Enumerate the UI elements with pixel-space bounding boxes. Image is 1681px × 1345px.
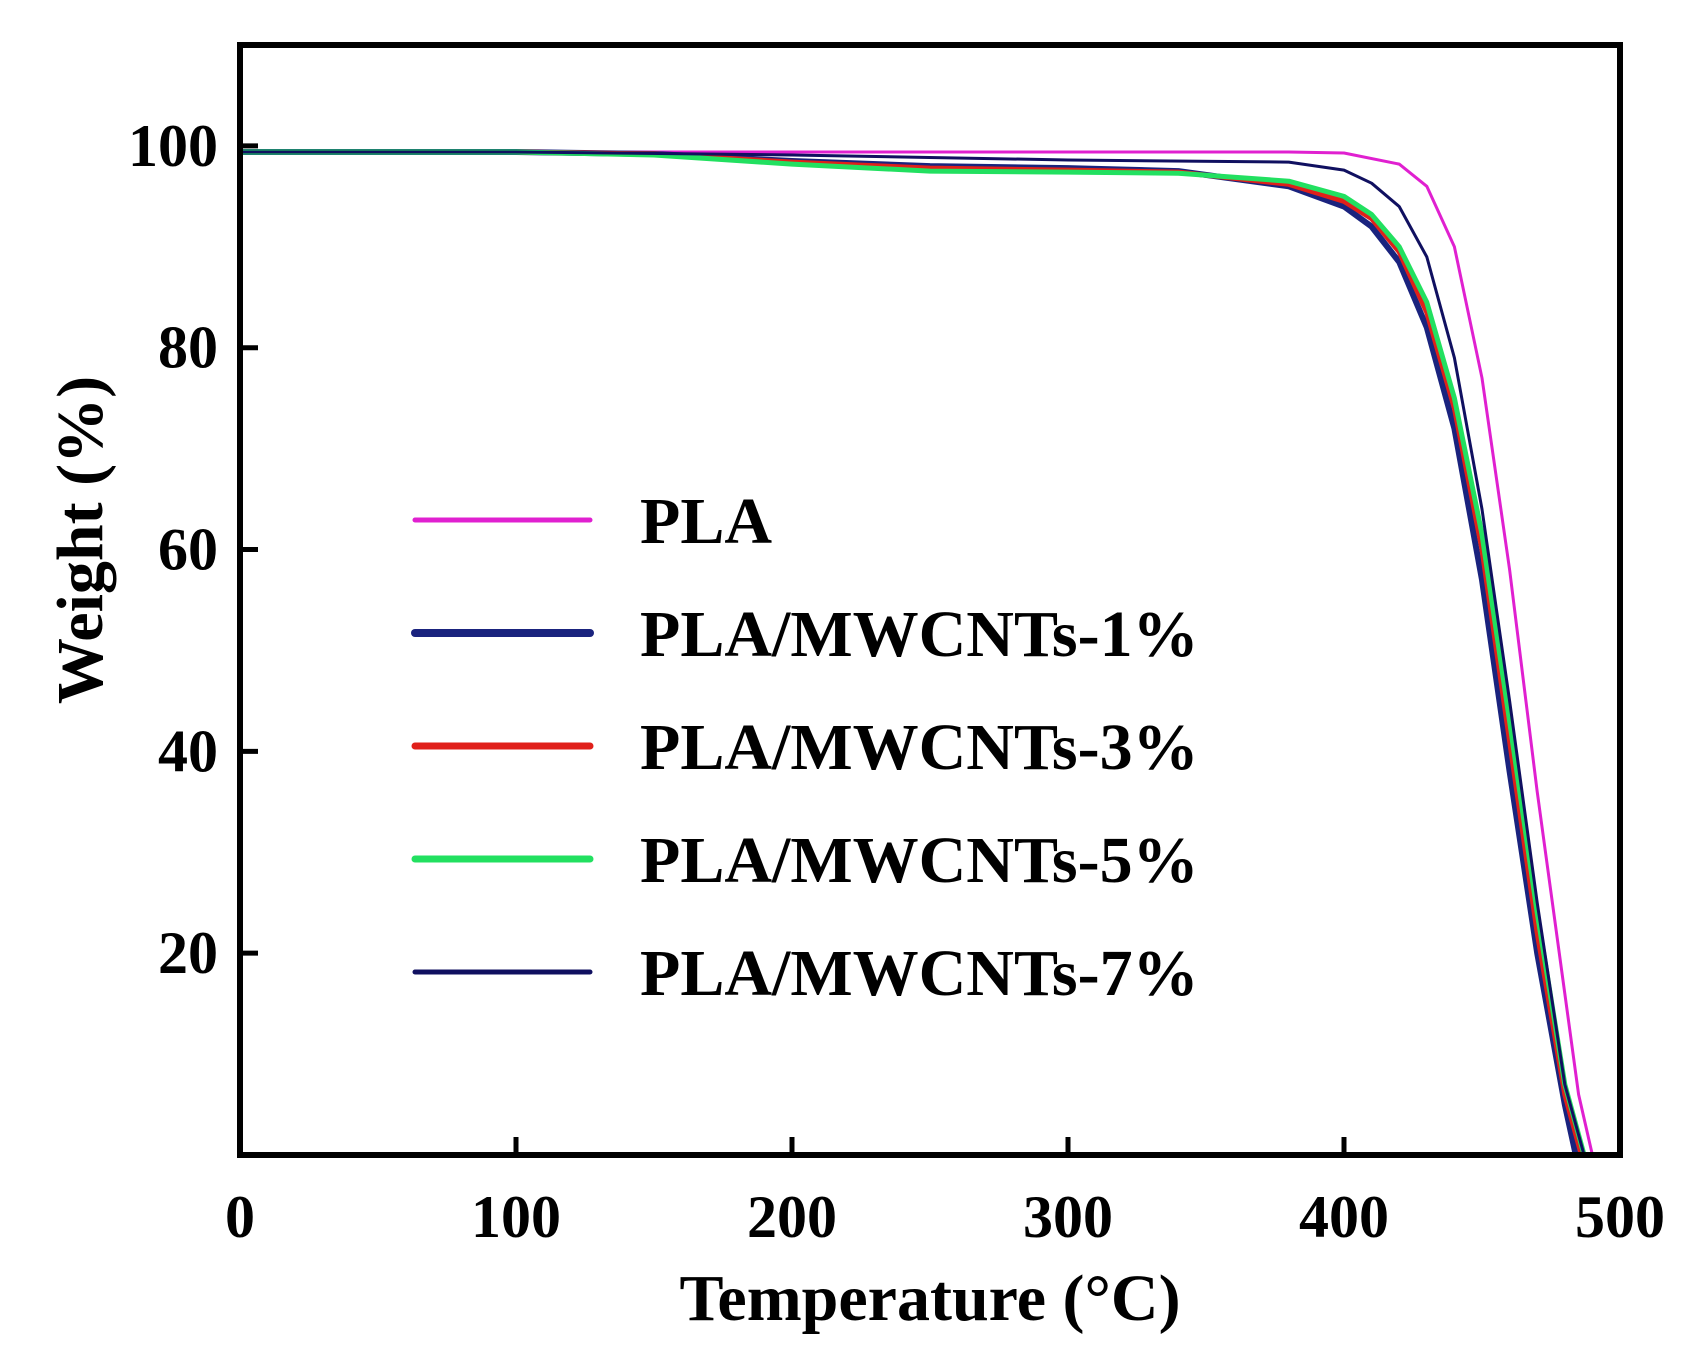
y-axis-label: Weight (%) [44,376,117,704]
y-tick-label: 100 [128,113,218,179]
y-tick-label: 40 [158,718,218,784]
legend-item-pla-mwcnts-1: PLA/MWCNTs-1% [411,598,1199,671]
legend-label: PLA/MWCNTs-5% [640,824,1199,897]
legend-item-pla-mwcnts-7: PLA/MWCNTs-7% [412,937,1199,1010]
x-tick-label: 0 [225,1184,255,1250]
y-tick-label: 60 [158,517,218,583]
legend-item-pla-mwcnts-3: PLA/MWCNTs-3% [411,711,1199,784]
legend: PLA PLA/MWCNTs-1% PLA/MWCNTs-3% PLA/MWCNTs-… [411,485,1199,1010]
x-tick-label: 400 [1299,1184,1389,1250]
legend-item-pla-mwcnts-5: PLA/MWCNTs-5% [411,824,1199,897]
legend-item-pla: PLA [412,485,772,558]
y-tick-label: 80 [158,315,218,381]
legend-label: PLA [640,485,772,558]
ticks-layer: 0 100 200 300 400 500 20 40 60 80 100 [128,113,1665,1250]
legend-label: PLA/MWCNTs-3% [640,711,1199,784]
plot-frame [237,42,1623,1158]
series-line-pla [238,150,1594,1157]
y-tick-label: 20 [158,920,218,986]
series-line-pla-mwcnts-5 [237,149,1587,1158]
x-axis-label: Temperature (°C) [679,1262,1180,1335]
series-line-pla-mwcnts-7 [238,150,1586,1157]
x-tick-label: 500 [1575,1184,1665,1250]
x-tick-label: 300 [1023,1184,1113,1250]
x-tick-label: 200 [747,1184,837,1250]
legend-label: PLA/MWCNTs-7% [640,937,1199,1010]
series-layer [237,149,1594,1158]
x-tick-label: 100 [471,1184,561,1250]
legend-label: PLA/MWCNTs-1% [640,598,1199,671]
